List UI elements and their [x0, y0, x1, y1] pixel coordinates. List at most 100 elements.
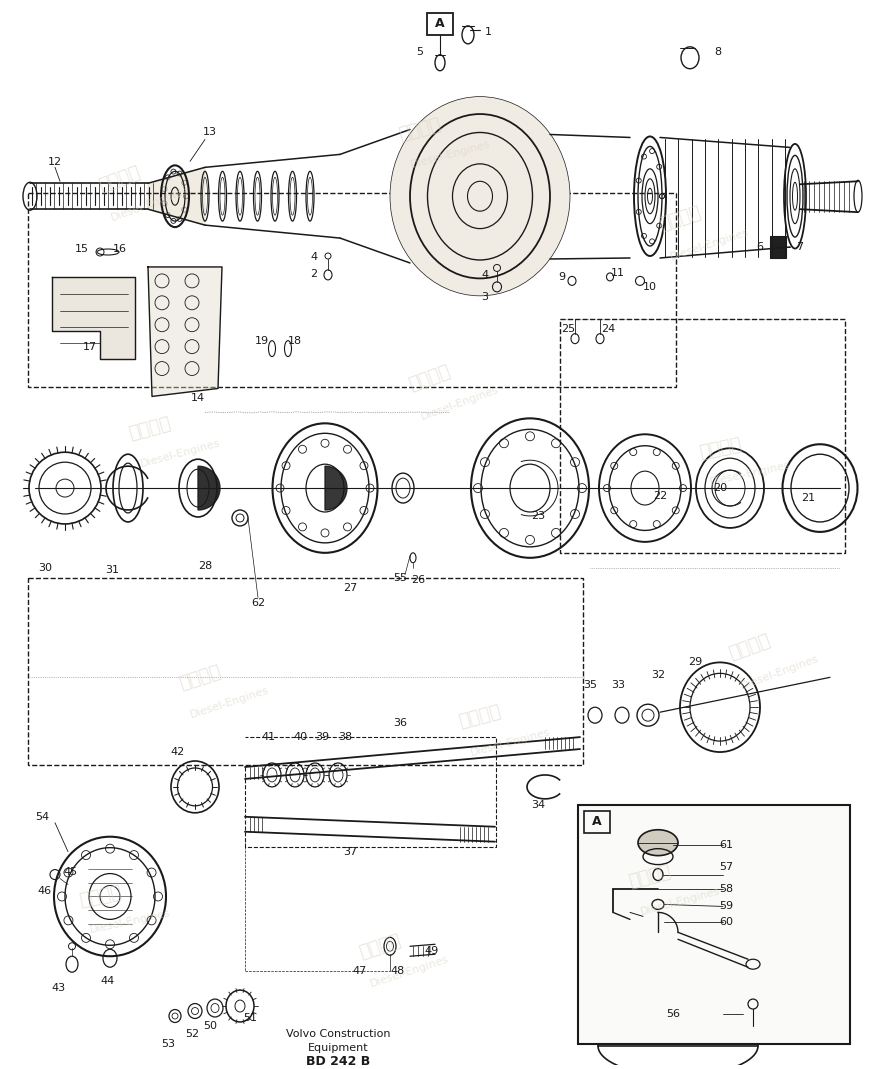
Bar — [427, 13, 453, 35]
Polygon shape — [148, 267, 222, 397]
Text: 14: 14 — [191, 393, 205, 403]
Text: 30: 30 — [38, 562, 52, 573]
Text: Diesel-Engines: Diesel-Engines — [369, 954, 450, 989]
Text: Diesel-Engines: Diesel-Engines — [139, 437, 221, 468]
Text: A: A — [435, 17, 445, 30]
Text: Volvo Construction: Volvo Construction — [286, 1029, 390, 1039]
Text: 28: 28 — [198, 561, 212, 571]
Text: 11: 11 — [611, 268, 625, 278]
Text: 紫发动力: 紫发动力 — [397, 115, 443, 143]
Text: 32: 32 — [651, 670, 665, 680]
Text: BD 242 B: BD 242 B — [306, 1055, 370, 1068]
Text: 56: 56 — [666, 1009, 680, 1019]
Text: 35: 35 — [583, 680, 597, 691]
Text: 21: 21 — [801, 493, 815, 503]
Text: Diesel-Engines: Diesel-Engines — [740, 653, 821, 692]
Text: 20: 20 — [713, 483, 727, 493]
Text: 57: 57 — [719, 862, 733, 871]
Text: 6: 6 — [756, 242, 764, 252]
Text: 24: 24 — [601, 324, 615, 334]
Text: Diesel-Engines: Diesel-Engines — [469, 727, 551, 758]
Text: 9: 9 — [558, 272, 565, 282]
Text: 紫发动力: 紫发动力 — [357, 931, 403, 961]
Text: Diesel-Engines: Diesel-Engines — [669, 227, 751, 262]
Text: 40: 40 — [293, 732, 307, 742]
Text: 62: 62 — [251, 598, 265, 607]
Text: 紫发动力: 紫发动力 — [627, 863, 673, 890]
Text: Diesel-Engines: Diesel-Engines — [89, 908, 172, 934]
Text: Equipment: Equipment — [308, 1043, 368, 1053]
Text: 49: 49 — [425, 946, 439, 957]
Bar — [584, 810, 610, 833]
Text: 44: 44 — [101, 976, 115, 986]
Text: 紫发动力: 紫发动力 — [657, 204, 703, 234]
Text: Diesel-Engines: Diesel-Engines — [639, 886, 721, 917]
Text: 16: 16 — [113, 244, 127, 254]
Text: Diesel-Engines: Diesel-Engines — [708, 460, 791, 486]
Text: 61: 61 — [719, 839, 733, 850]
Text: 59: 59 — [719, 901, 733, 912]
Text: 紫发动力: 紫发动力 — [77, 883, 123, 910]
Text: 13: 13 — [203, 127, 217, 138]
Text: 26: 26 — [411, 575, 425, 585]
Text: 34: 34 — [531, 800, 545, 810]
Ellipse shape — [390, 96, 570, 296]
Text: 54: 54 — [35, 811, 49, 822]
Text: 46: 46 — [37, 886, 51, 897]
Text: 31: 31 — [105, 564, 119, 575]
Text: Diesel-Engines: Diesel-Engines — [409, 139, 491, 170]
Text: 15: 15 — [75, 244, 89, 254]
Text: 39: 39 — [315, 732, 329, 742]
Text: 4: 4 — [481, 269, 489, 280]
Polygon shape — [325, 466, 347, 510]
Text: 37: 37 — [343, 847, 357, 856]
Bar — [28, 193, 676, 387]
Text: 60: 60 — [719, 917, 733, 928]
Text: 23: 23 — [531, 511, 545, 521]
Text: 27: 27 — [343, 583, 357, 592]
Text: 53: 53 — [161, 1039, 175, 1049]
Text: 2: 2 — [311, 269, 318, 279]
Text: 25: 25 — [561, 324, 575, 334]
Text: 43: 43 — [51, 983, 65, 993]
Text: 紫发动力: 紫发动力 — [697, 435, 743, 462]
Polygon shape — [52, 277, 135, 358]
Text: 36: 36 — [393, 718, 407, 728]
Polygon shape — [198, 466, 220, 510]
Text: 42: 42 — [171, 747, 185, 757]
Text: 紫发动力: 紫发动力 — [177, 662, 223, 693]
Text: 紫发动力: 紫发动力 — [727, 632, 773, 663]
Bar — [578, 805, 850, 1044]
Text: 38: 38 — [338, 732, 352, 742]
Text: 51: 51 — [243, 1013, 257, 1023]
Text: Diesel-Engines: Diesel-Engines — [190, 685, 271, 719]
Bar — [560, 319, 845, 553]
Text: 5: 5 — [417, 47, 424, 57]
Text: 55: 55 — [393, 573, 407, 583]
Bar — [28, 577, 583, 765]
Text: 1: 1 — [484, 27, 491, 36]
Text: 3: 3 — [481, 292, 489, 301]
Text: A: A — [592, 816, 602, 828]
Text: 紫发动力: 紫发动力 — [127, 414, 173, 443]
Text: 紫发动力: 紫发动力 — [97, 164, 143, 196]
Text: 47: 47 — [352, 966, 368, 976]
Text: 17: 17 — [83, 342, 97, 352]
Text: 29: 29 — [688, 657, 702, 667]
Text: 10: 10 — [643, 282, 657, 292]
Bar — [770, 236, 786, 258]
Text: 41: 41 — [261, 732, 275, 742]
Text: 45: 45 — [63, 867, 77, 877]
Text: 4: 4 — [311, 252, 318, 262]
Text: 18: 18 — [288, 336, 302, 345]
Text: 7: 7 — [797, 242, 804, 252]
Text: 19: 19 — [255, 336, 269, 345]
Text: Diesel-Engines: Diesel-Engines — [419, 385, 500, 422]
Text: 48: 48 — [391, 966, 405, 976]
Text: 50: 50 — [203, 1021, 217, 1031]
Text: 紫发动力: 紫发动力 — [457, 703, 503, 731]
Text: 8: 8 — [715, 47, 722, 57]
Text: Diesel-Engines: Diesel-Engines — [109, 185, 190, 223]
Text: 紫发动力: 紫发动力 — [407, 362, 453, 394]
Text: 58: 58 — [719, 884, 733, 895]
